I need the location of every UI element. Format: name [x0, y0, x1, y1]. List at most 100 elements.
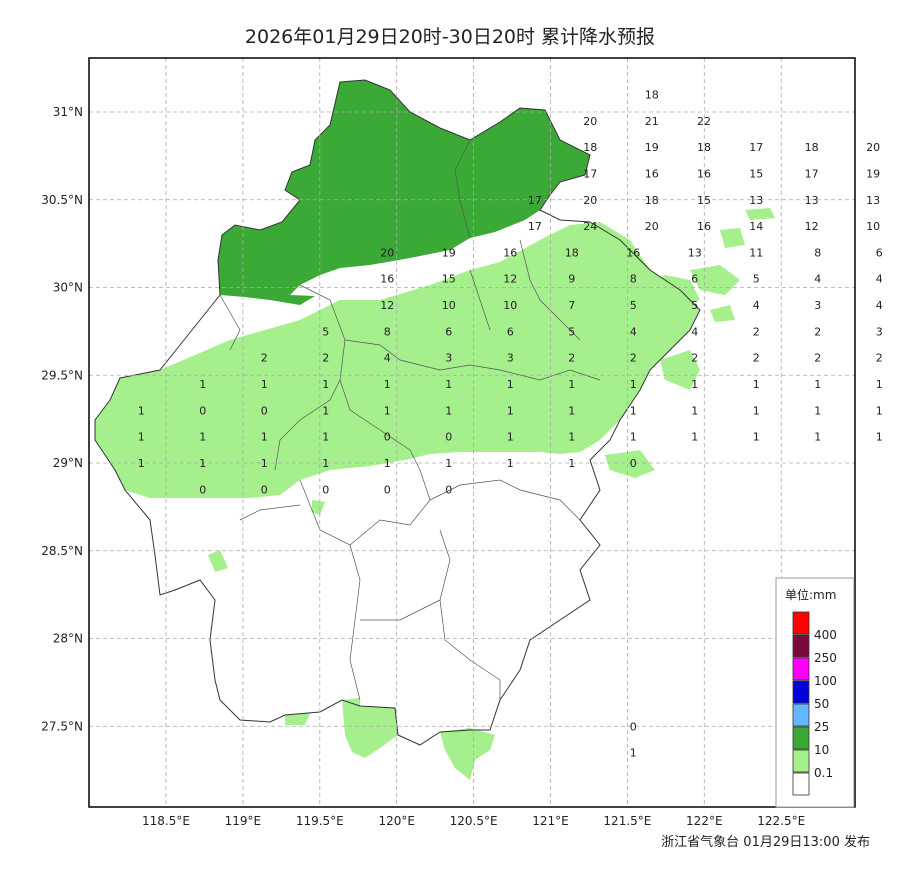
precip-value: 12	[503, 273, 517, 286]
lon-tick-label: 120°E	[378, 814, 415, 828]
legend-swatch	[792, 703, 810, 727]
lat-tick-label: 30°N	[53, 281, 83, 295]
precip-value: 12	[805, 220, 819, 233]
precip-value: 1	[568, 457, 575, 470]
legend-swatch	[792, 726, 810, 750]
legend-value: 250	[814, 651, 837, 665]
legend-swatch	[792, 772, 810, 796]
moderate-rain-area	[218, 80, 590, 305]
precip-value: 1	[568, 431, 575, 444]
map-frame	[88, 57, 856, 808]
legend: 单位:mm 400 250 100 50 25 10 0.1	[775, 577, 855, 808]
precip-value: 7	[568, 299, 575, 312]
precip-value: 19	[442, 246, 456, 259]
precip-value: 11	[749, 246, 763, 259]
precip-value: 1	[384, 457, 391, 470]
precip-value: 0	[630, 720, 637, 733]
precip-value: 1	[261, 431, 268, 444]
precip-value: 1	[814, 404, 821, 417]
lat-tick-label: 28°N	[53, 632, 83, 646]
precip-value: 0	[384, 431, 391, 444]
precip-value: 3	[507, 352, 514, 365]
precip-value: 1	[507, 404, 514, 417]
precip-value: 2	[322, 352, 329, 365]
precip-value: 0	[199, 483, 206, 496]
legend-value: 0.1	[814, 766, 833, 780]
lon-tick-label: 122°E	[686, 814, 723, 828]
precip-value: 13	[688, 246, 702, 259]
precip-value: 1	[876, 431, 883, 444]
precip-value: 0	[630, 457, 637, 470]
precip-value: 16	[645, 167, 659, 180]
precip-value: 1	[507, 378, 514, 391]
lat-tick-label: 28.5°N	[41, 544, 83, 558]
precip-value: 1	[445, 378, 452, 391]
issued-footer: 浙江省气象台 01月29日13:00 发布	[661, 835, 870, 850]
precip-value: 4	[384, 352, 391, 365]
precip-value: 1	[568, 404, 575, 417]
precip-value: 2	[814, 352, 821, 365]
precip-value: 18	[697, 141, 711, 154]
city-boundaries	[219, 139, 601, 701]
precip-value: 2	[814, 325, 821, 338]
precip-value: 0	[261, 483, 268, 496]
precip-value: 17	[528, 194, 542, 207]
precip-value: 5	[322, 325, 329, 338]
precip-value: 2	[753, 325, 760, 338]
lon-tick-label: 121°E	[532, 814, 569, 828]
precip-value: 16	[697, 220, 711, 233]
precip-value: 5	[753, 273, 760, 286]
precip-value: 20	[583, 115, 597, 128]
precip-value: 1	[138, 457, 145, 470]
precip-value: 10	[866, 220, 880, 233]
precip-value: 15	[442, 273, 456, 286]
axis-ticks: 31°N 30.5°N 30°N 29.5°N 29°N 28.5°N 28°N 27.5°N…	[41, 105, 805, 828]
lon-tick-label: 119°E	[225, 814, 262, 828]
precip-value: 3	[876, 325, 883, 338]
precip-value: 4	[691, 325, 698, 338]
precip-value: 16	[697, 167, 711, 180]
precip-value: 8	[630, 273, 637, 286]
precip-value: 15	[749, 167, 763, 180]
precip-value: 2	[691, 352, 698, 365]
precip-value: 3	[814, 299, 821, 312]
precip-value: 1	[691, 404, 698, 417]
precip-value: 4	[630, 325, 637, 338]
precip-value: 18	[565, 246, 579, 259]
precip-value: 4	[876, 299, 883, 312]
legend-swatch	[792, 657, 810, 681]
precip-value: 13	[749, 194, 763, 207]
precip-value: 1	[138, 404, 145, 417]
precip-value: 13	[866, 194, 880, 207]
legend-swatch	[792, 680, 810, 704]
precip-value: 0	[261, 404, 268, 417]
lat-tick-label: 29.5°N	[41, 368, 83, 382]
lon-tick-label: 118.5°E	[142, 814, 190, 828]
precip-value: 1	[199, 431, 206, 444]
precip-value: 1	[322, 457, 329, 470]
precip-value: 1	[753, 431, 760, 444]
legend-value: 100	[814, 674, 837, 688]
legend-value: 50	[814, 697, 829, 711]
precip-value: 1	[630, 378, 637, 391]
precip-value: 4	[753, 299, 760, 312]
precip-value: 0	[445, 431, 452, 444]
precip-value: 1	[753, 404, 760, 417]
precip-value: 1	[261, 457, 268, 470]
precip-value: 20	[583, 194, 597, 207]
precip-value: 1	[322, 431, 329, 444]
light-rain-south	[208, 500, 495, 780]
precip-value: 17	[583, 167, 597, 180]
precip-value: 14	[749, 220, 763, 233]
map-title: 2026年01月29日20时-30日20时 累计降水预报	[244, 26, 656, 48]
precip-value: 13	[805, 194, 819, 207]
precip-value: 2	[568, 352, 575, 365]
precip-value: 4	[876, 273, 883, 286]
lat-tick-label: 30.5°N	[41, 193, 83, 207]
lon-tick-label: 119.5°E	[296, 814, 344, 828]
precip-value: 10	[442, 299, 456, 312]
precip-value: 1	[384, 378, 391, 391]
legend-swatch	[792, 611, 810, 635]
precip-value: 21	[645, 115, 659, 128]
